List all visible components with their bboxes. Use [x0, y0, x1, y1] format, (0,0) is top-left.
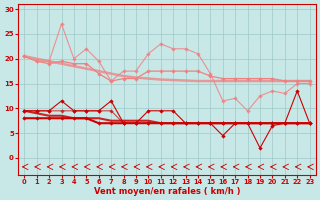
X-axis label: Vent moyen/en rafales ( km/h ): Vent moyen/en rafales ( km/h ) — [94, 187, 240, 196]
